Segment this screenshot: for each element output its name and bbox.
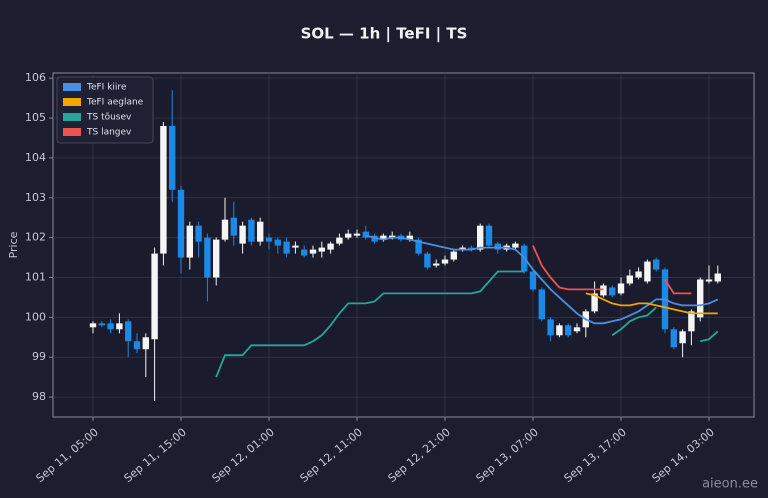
candle-body xyxy=(441,259,449,264)
candle-body xyxy=(213,239,220,278)
candle-body xyxy=(336,237,343,244)
marks xyxy=(89,90,721,402)
candle-body xyxy=(389,235,396,238)
candle-body xyxy=(477,225,484,250)
candle-body xyxy=(177,189,185,258)
candle-body xyxy=(538,289,545,320)
y-tick-label: 99 xyxy=(32,350,46,363)
candle-body xyxy=(221,219,229,240)
candle-body xyxy=(116,323,123,330)
candle-body xyxy=(406,235,413,240)
candle-body xyxy=(301,249,308,256)
y-tick-label: 102 xyxy=(25,231,46,244)
y-tick-label: 103 xyxy=(25,191,46,204)
candle-body xyxy=(345,233,352,238)
candle-body xyxy=(433,263,440,266)
candle-body xyxy=(142,337,149,350)
candle-body xyxy=(529,271,537,290)
legend-label: TeFI aeglane xyxy=(86,98,144,108)
candle-body xyxy=(151,253,158,340)
candle-body xyxy=(679,331,686,344)
legend-swatch xyxy=(63,83,81,91)
candle-body xyxy=(626,275,633,284)
candle-body xyxy=(609,287,616,296)
candle-body xyxy=(274,239,281,246)
legend-label: TS tõusev xyxy=(86,113,132,123)
y-axis-label: Price xyxy=(7,231,20,258)
candle-body xyxy=(494,243,501,250)
candle-body xyxy=(644,261,651,282)
legend-label: TS langev xyxy=(86,128,132,138)
candle-body xyxy=(230,217,237,236)
candle-body xyxy=(670,329,677,348)
candle-body xyxy=(133,341,141,350)
candle-body xyxy=(600,285,607,296)
candle-body xyxy=(204,237,211,278)
candle-body xyxy=(89,323,97,328)
candle-body xyxy=(485,225,493,246)
candle-body xyxy=(327,243,334,250)
candle-body xyxy=(292,245,299,248)
legend-box xyxy=(56,76,154,144)
candle-body xyxy=(107,323,114,330)
candle-body xyxy=(257,221,264,242)
candle-body xyxy=(186,225,193,258)
candle-body xyxy=(512,243,519,248)
candle-body xyxy=(239,225,246,244)
y-tick-label: 98 xyxy=(32,390,46,403)
candle-body xyxy=(283,241,290,254)
y-tick-label: 105 xyxy=(25,111,46,124)
candle-body xyxy=(547,319,554,336)
candle-body xyxy=(309,249,317,254)
candle-body xyxy=(248,219,255,242)
candle-body xyxy=(380,235,387,240)
watermark: aieon.ee xyxy=(702,477,758,492)
candle-body xyxy=(591,293,598,312)
candle-body xyxy=(635,271,642,278)
candle-body xyxy=(265,237,273,242)
candle-body xyxy=(362,231,369,238)
overlay-line xyxy=(365,234,719,325)
candle-body xyxy=(195,225,202,242)
y-tick-label: 104 xyxy=(25,151,46,164)
y-tick-label: 100 xyxy=(25,310,46,323)
legend-swatch xyxy=(63,128,81,136)
candle-body xyxy=(653,259,660,270)
candle-body xyxy=(556,325,563,336)
candle-body xyxy=(318,247,325,252)
candle-body xyxy=(459,247,466,250)
legend-swatch xyxy=(63,113,81,121)
candle-body xyxy=(450,251,457,260)
plot-area xyxy=(52,72,755,418)
candle-body xyxy=(371,235,378,242)
overlay-line xyxy=(215,270,719,378)
legend-swatch xyxy=(63,98,81,106)
candle-body xyxy=(573,327,581,332)
candle-body xyxy=(169,126,176,190)
candle-body xyxy=(98,323,105,326)
candle-body xyxy=(565,325,572,336)
candle-body xyxy=(125,321,132,342)
candle-body xyxy=(714,273,721,282)
candle-body xyxy=(160,126,167,254)
y-tick-label: 101 xyxy=(25,270,46,283)
candle-body xyxy=(468,247,475,250)
legend-label: TeFI kiire xyxy=(86,83,127,93)
candle-body xyxy=(697,279,704,318)
overlay-line xyxy=(532,245,692,295)
overlay-line xyxy=(585,292,718,315)
candle-body xyxy=(617,283,625,294)
candle-body xyxy=(705,279,713,282)
candle-body xyxy=(688,311,695,332)
chart-title: SOL — 1h | TeFI | TS xyxy=(301,25,468,44)
y-tick-label: 106 xyxy=(25,71,46,84)
candle-body xyxy=(415,239,422,254)
candle-body xyxy=(424,253,431,268)
legend: TeFI kiire TeFI aeglane TS tõusev TS langev xyxy=(56,76,154,144)
candle-body xyxy=(353,233,361,236)
